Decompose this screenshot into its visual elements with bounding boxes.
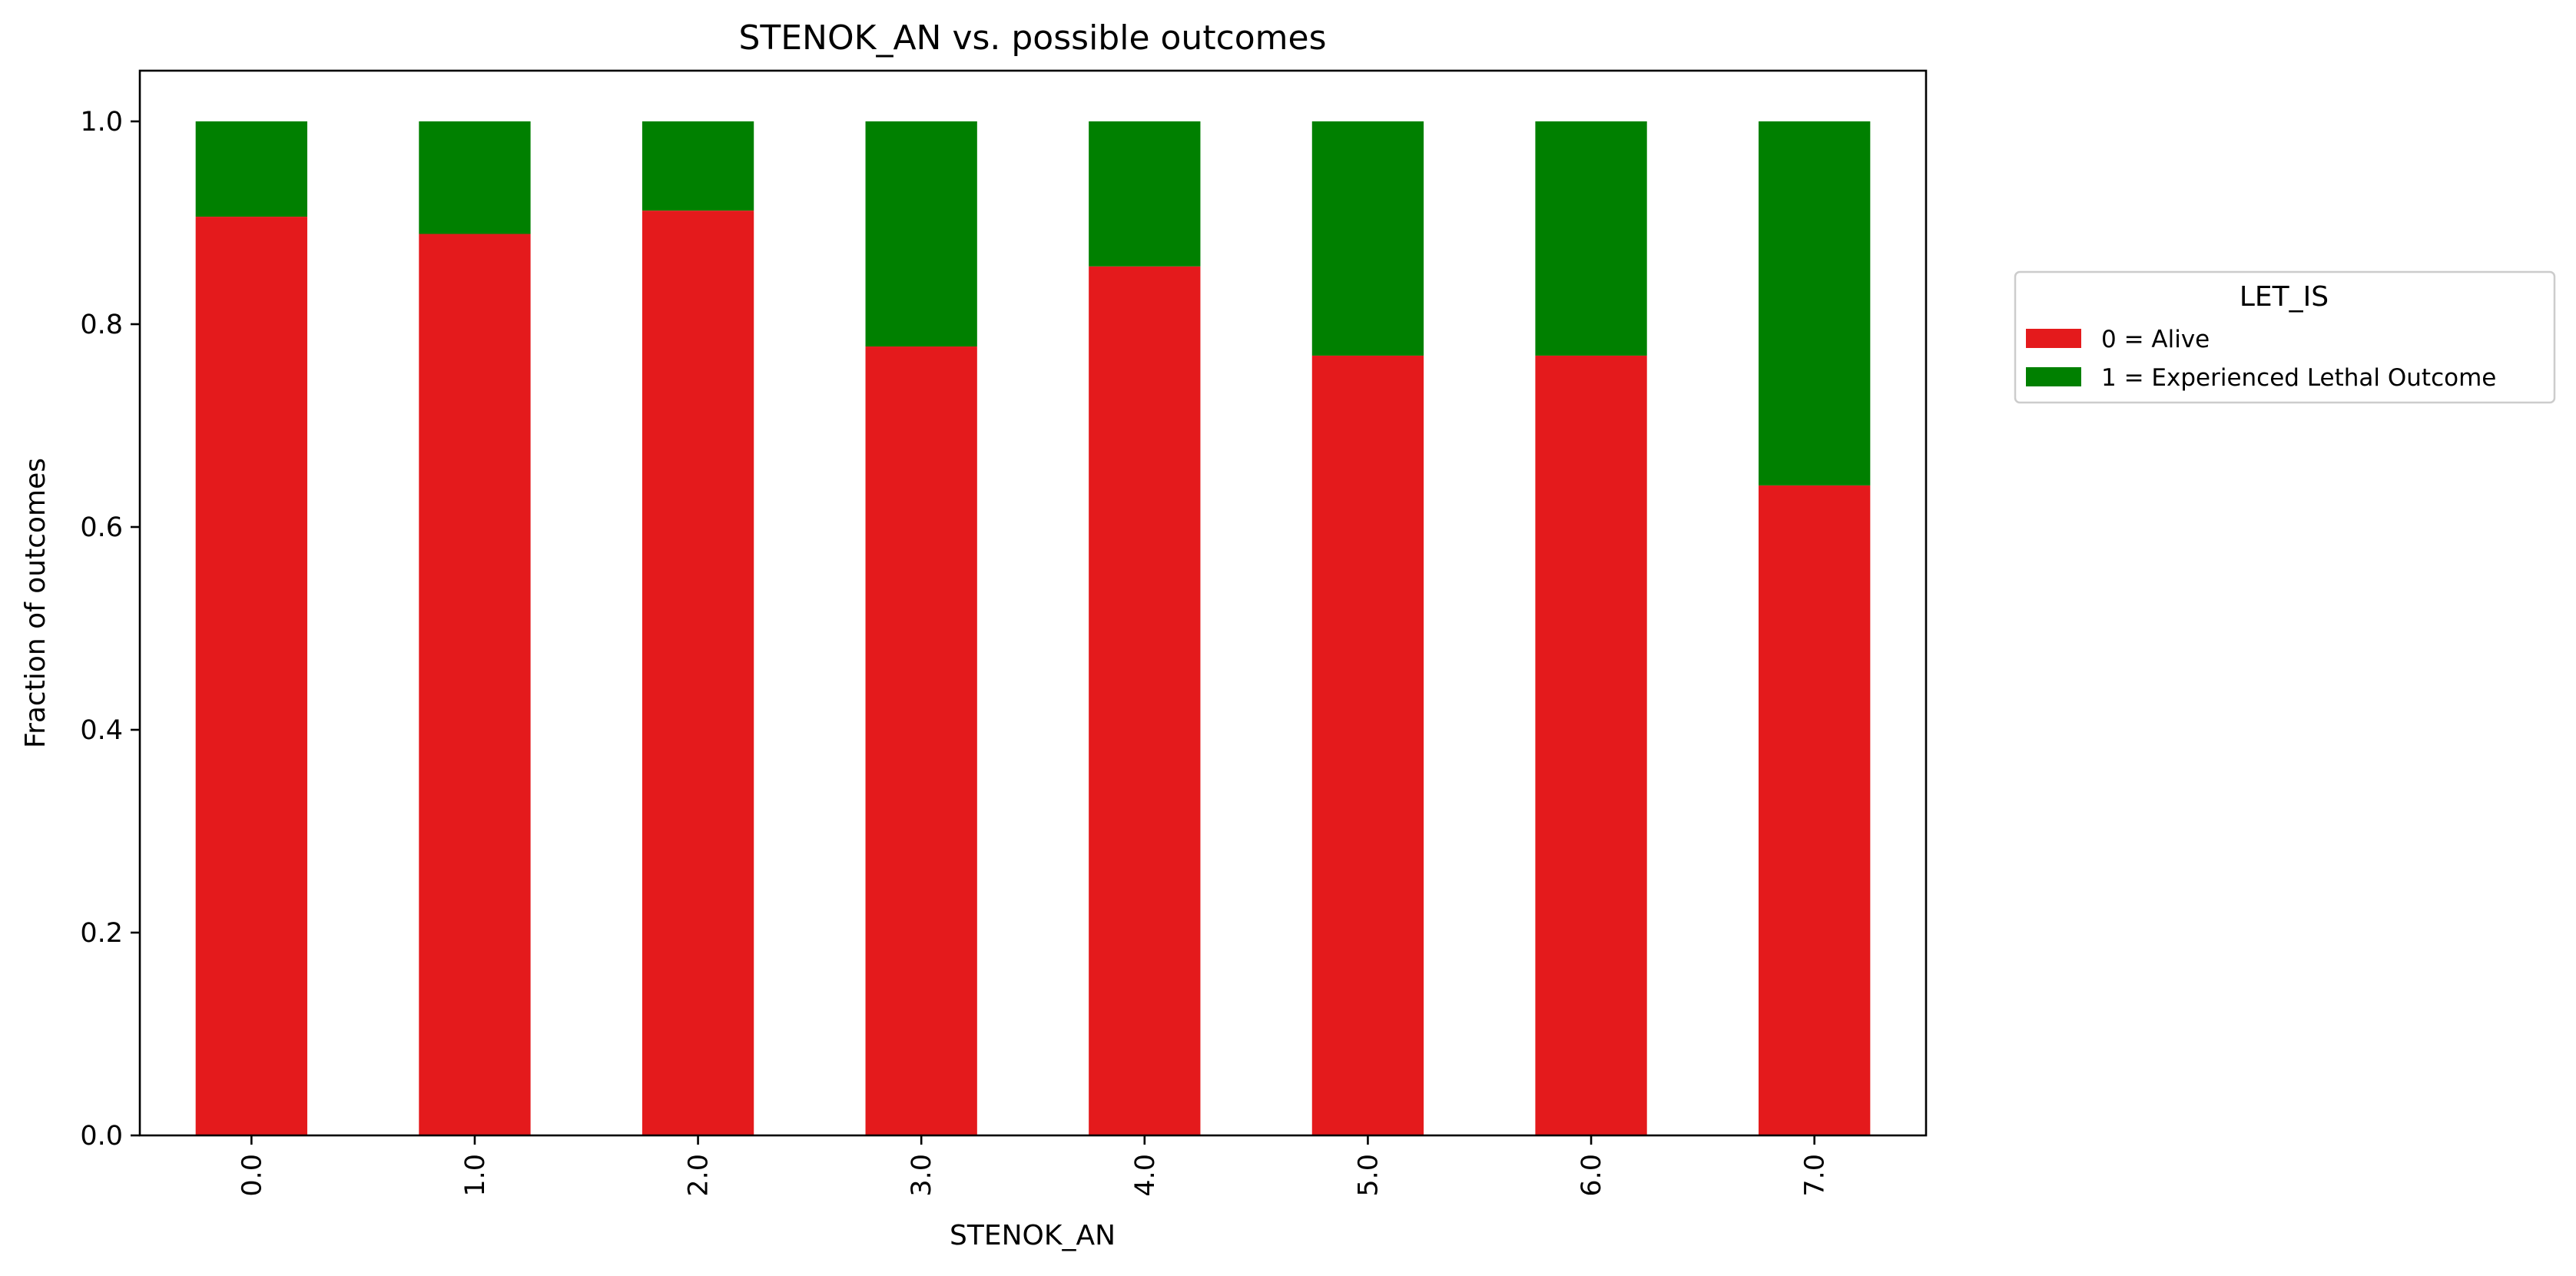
bar-alive-0 (195, 217, 307, 1136)
chart-title: STENOK_AN vs. possible outcomes (738, 18, 1326, 58)
x-tick-label: 7.0 (1800, 1154, 1831, 1197)
y-tick-label: 0.4 (80, 715, 123, 746)
bars-layer (195, 121, 1871, 1136)
bar-alive-6 (1535, 355, 1647, 1135)
bar-alive-1 (419, 234, 531, 1135)
plot-frame (138, 69, 1928, 1137)
x-axis: 0.0 1.0 2.0 3.0 4.0 5.0 6.0 7.0 (237, 1135, 1831, 1197)
x-axis-label: STENOK_AN (950, 1220, 1116, 1251)
bar-alive-7 (1759, 485, 1871, 1135)
bar-lethal-2 (642, 121, 754, 211)
y-axis-label: Fraction of outcomes (20, 458, 51, 748)
bar-alive-3 (865, 346, 977, 1135)
legend-title: LET_IS (2239, 281, 2329, 313)
y-tick-label: 0.8 (80, 310, 123, 340)
x-tick-label: 5.0 (1353, 1154, 1384, 1197)
legend-frame (2014, 270, 2556, 404)
y-tick-label: 0.0 (80, 1121, 123, 1152)
legend-label-lethal: 1 = Experienced Lethal Outcome (2101, 364, 2496, 392)
x-tick-label: 6.0 (1576, 1154, 1607, 1197)
bar-lethal-0 (195, 121, 307, 217)
legend-swatch-alive (2026, 329, 2081, 348)
x-tick-label: 4.0 (1130, 1154, 1161, 1197)
bar-lethal-3 (865, 121, 977, 347)
bar-lethal-7 (1759, 121, 1871, 486)
x-tick-label: 1.0 (460, 1154, 491, 1197)
bar-lethal-1 (419, 121, 531, 234)
legend: LET_IS 0 = Alive 1 = Experienced Lethal … (2014, 270, 2556, 404)
y-tick-label: 0.6 (80, 512, 123, 543)
bar-lethal-4 (1089, 121, 1201, 267)
bar-alive-2 (642, 210, 754, 1135)
bar-alive-5 (1311, 355, 1424, 1135)
bar-lethal-5 (1311, 121, 1424, 356)
x-tick-label: 3.0 (907, 1154, 937, 1197)
y-tick-label: 0.2 (80, 918, 123, 949)
x-tick-label: 0.0 (237, 1154, 267, 1197)
bar-lethal-6 (1535, 121, 1647, 356)
legend-swatch-lethal (2026, 367, 2081, 386)
legend-label-alive: 0 = Alive (2101, 326, 2210, 353)
y-tick-label: 1.0 (80, 107, 123, 138)
x-tick-label: 2.0 (684, 1154, 714, 1197)
bar-alive-4 (1089, 266, 1201, 1135)
y-axis: 0.0 0.2 0.4 0.6 0.8 1.0 (80, 107, 140, 1152)
